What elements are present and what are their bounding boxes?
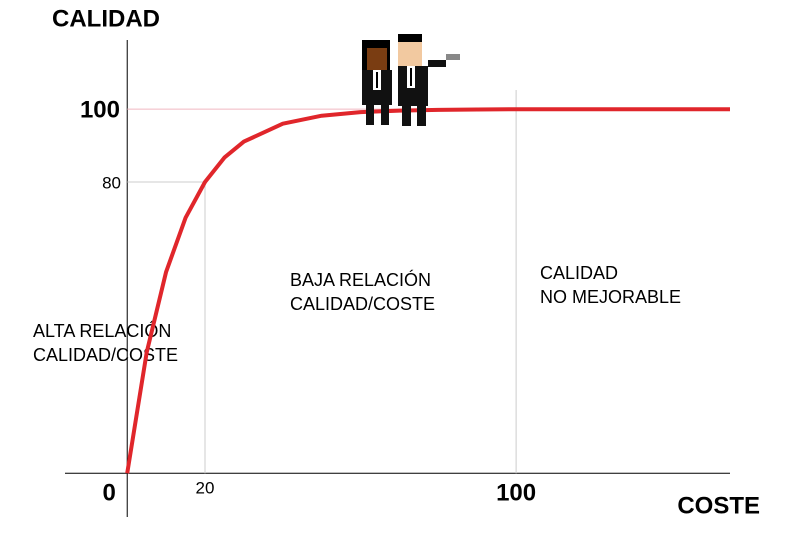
- pixel-characters: [362, 34, 460, 126]
- annotation: CALIDAD/COSTE: [290, 294, 435, 314]
- x-tick-label: 100: [496, 479, 536, 506]
- line: [125, 107, 730, 474]
- annotation: ALTA RELACIÓN: [33, 320, 171, 341]
- annotation: BAJA RELACIÓN: [290, 269, 431, 290]
- annotation: CALIDAD: [540, 263, 618, 283]
- x-tick-label: 0: [103, 479, 116, 506]
- y-tick-label: 100: [80, 97, 120, 124]
- x-tick-label: 20: [196, 478, 215, 497]
- x-axis-title: COSTE: [677, 492, 760, 519]
- annotation: NO MEJORABLE: [540, 287, 681, 307]
- y-tick-label: 80: [102, 173, 121, 192]
- annotation: CALIDAD/COSTE: [33, 345, 178, 365]
- y-axis-title: CALIDAD: [52, 5, 160, 32]
